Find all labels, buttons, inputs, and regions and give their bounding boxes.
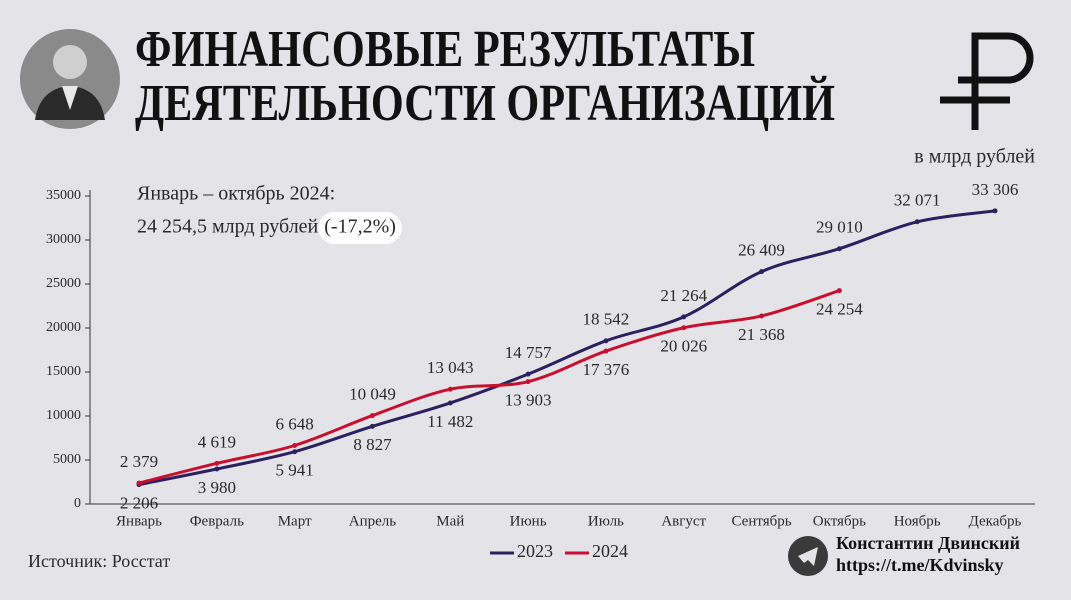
point bbox=[836, 288, 842, 294]
ruble-icon bbox=[940, 32, 1034, 130]
point bbox=[914, 219, 920, 225]
value-label: 29 010 bbox=[816, 218, 863, 237]
series-line bbox=[138, 289, 840, 485]
x-tick-label: Апрель bbox=[349, 513, 397, 529]
x-tick-label: Март bbox=[278, 513, 312, 529]
value-label: 5 941 bbox=[276, 461, 314, 480]
x-tick-label: Ноябрь bbox=[894, 513, 941, 529]
annotation: 24 254,5 млрд рублей bbox=[137, 216, 319, 238]
point bbox=[992, 208, 998, 214]
point bbox=[681, 314, 687, 320]
value-label: 13 043 bbox=[427, 358, 474, 377]
x-tick-label: Июнь bbox=[510, 513, 547, 529]
point bbox=[525, 371, 531, 377]
value-label: 21 368 bbox=[738, 325, 785, 344]
value-label: 2 206 bbox=[120, 493, 158, 512]
x-tick-label: Май bbox=[436, 513, 464, 529]
point bbox=[292, 449, 298, 455]
x-tick-label: Сентябрь bbox=[731, 513, 791, 529]
point bbox=[603, 338, 609, 344]
value-label: 24 254 bbox=[816, 299, 863, 318]
point bbox=[369, 413, 375, 419]
value-label: 8 827 bbox=[353, 435, 392, 454]
y-tick-label: 20000 bbox=[46, 320, 81, 335]
point bbox=[214, 460, 220, 466]
point bbox=[759, 313, 765, 319]
title-line: ДЕЯТЕЛЬНОСТИ ОРГАНИЗАЦИЙ bbox=[135, 75, 835, 132]
author-name: Константин Двинский bbox=[836, 533, 1020, 553]
point bbox=[525, 379, 531, 385]
value-label: 6 648 bbox=[276, 414, 314, 433]
legend-label: 2023 bbox=[517, 541, 553, 561]
source: Источник: Росстат bbox=[28, 551, 170, 571]
value-label: 17 376 bbox=[583, 360, 630, 379]
value-label: 21 264 bbox=[660, 286, 707, 305]
telegram-icon bbox=[788, 536, 828, 576]
value-label: 13 903 bbox=[505, 391, 552, 410]
x-tick-label: Июль bbox=[588, 513, 624, 529]
point bbox=[681, 325, 687, 331]
point bbox=[836, 246, 842, 252]
y-tick-label: 35000 bbox=[46, 188, 81, 203]
value-label: 20 026 bbox=[660, 337, 707, 356]
y-tick-label: 25000 bbox=[46, 276, 81, 291]
point bbox=[759, 269, 765, 275]
legend-label: 2024 bbox=[592, 541, 628, 561]
x-tick-label: Октябрь bbox=[813, 513, 866, 529]
value-label: 26 409 bbox=[738, 241, 785, 260]
point bbox=[447, 386, 453, 392]
x-tick-label: Декабрь bbox=[969, 513, 1022, 529]
y-tick-label: 0 bbox=[74, 496, 81, 511]
value-label: 3 980 bbox=[198, 478, 236, 497]
annotation-highlight: (-17,2%) bbox=[324, 216, 396, 238]
x-tick-label: Февраль bbox=[190, 513, 244, 529]
point bbox=[447, 400, 453, 406]
value-label: 32 071 bbox=[894, 191, 941, 210]
annotation: Январь – октябрь 2024: bbox=[137, 183, 335, 205]
portrait bbox=[20, 29, 120, 129]
point bbox=[214, 466, 220, 472]
value-label: 14 757 bbox=[505, 343, 552, 362]
x-tick-label: Январь bbox=[116, 513, 162, 529]
value-label: 11 482 bbox=[427, 412, 473, 431]
y-tick-label: 5000 bbox=[53, 452, 81, 467]
value-label: 10 049 bbox=[349, 384, 396, 403]
point bbox=[136, 480, 142, 486]
value-label: 33 306 bbox=[972, 180, 1019, 199]
value-label: 2 379 bbox=[120, 452, 158, 471]
unit-label: в млрд рублей bbox=[914, 146, 1035, 168]
value-label: 18 542 bbox=[583, 310, 630, 329]
title-line: ФИНАНСОВЫЕ РЕЗУЛЬТАТЫ bbox=[135, 21, 755, 78]
highlight-bg bbox=[318, 212, 402, 244]
point bbox=[292, 442, 298, 448]
point bbox=[603, 348, 609, 354]
y-tick-label: 10000 bbox=[46, 408, 81, 423]
value-label: 4 619 bbox=[198, 432, 236, 451]
y-tick-label: 15000 bbox=[46, 364, 81, 379]
point bbox=[369, 423, 375, 429]
author-link[interactable]: https://t.me/Kdvinsky bbox=[836, 555, 1004, 575]
x-tick-label: Август bbox=[661, 513, 706, 529]
y-tick-label: 30000 bbox=[46, 232, 81, 247]
